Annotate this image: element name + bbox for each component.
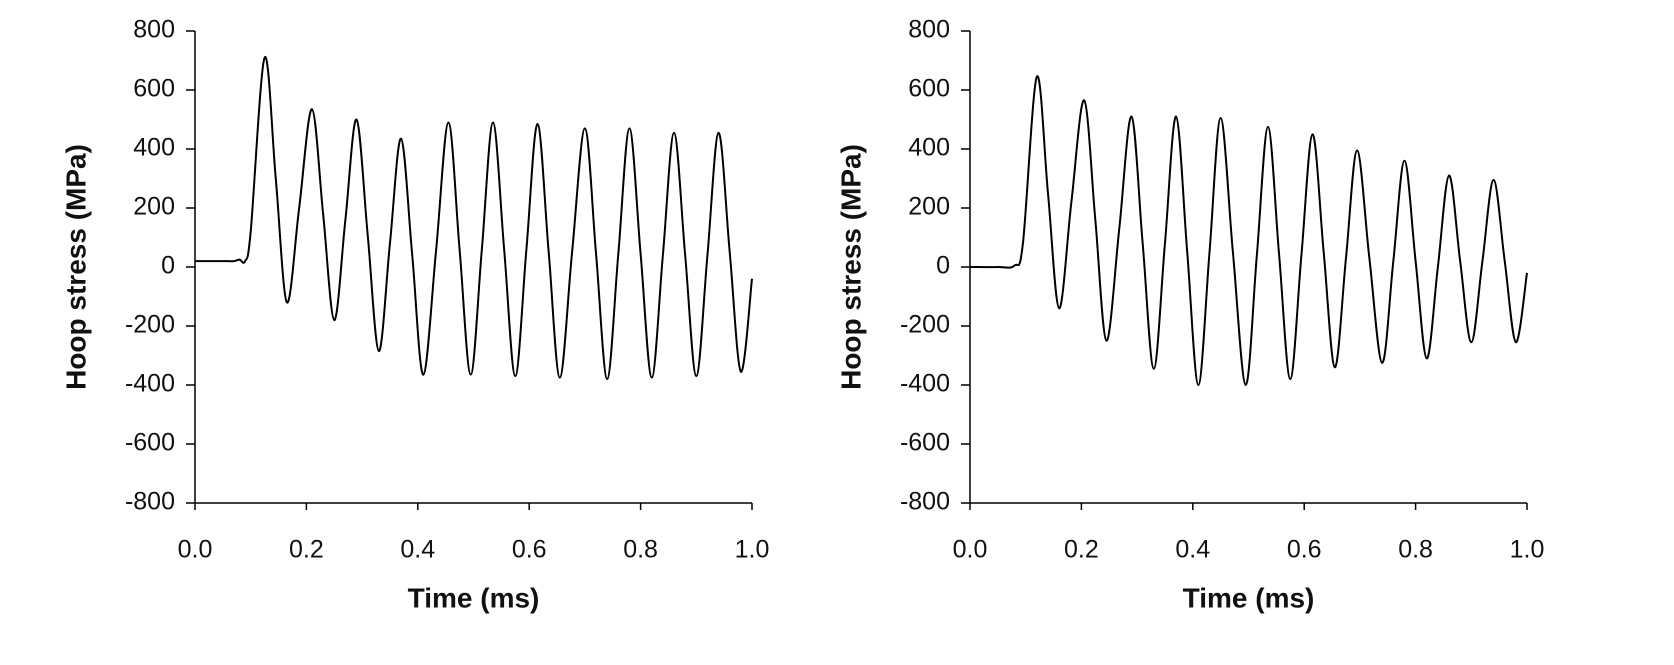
y-tick-label: 0 — [161, 252, 175, 280]
y-tick-label: -200 — [900, 311, 950, 339]
y-tick-label: 200 — [908, 193, 950, 221]
y-tick-label: 400 — [908, 134, 950, 162]
y-tick-label: 200 — [133, 193, 175, 221]
y-tick-label: 800 — [908, 16, 950, 44]
x-tick-label: 0.4 — [1175, 536, 1210, 564]
x-tick-label: 0.0 — [178, 536, 213, 564]
y-tick-label: 400 — [133, 134, 175, 162]
x-tick-label: 0.8 — [1398, 536, 1433, 564]
stress-line — [195, 56, 753, 381]
y-tick-label: -600 — [900, 429, 950, 457]
y-tick-label: 600 — [133, 75, 175, 103]
x-tick-label: 0.2 — [1064, 536, 1099, 564]
y-tick-label: -400 — [125, 370, 175, 398]
x-tick-label: 1.0 — [1510, 536, 1545, 564]
y-tick-label: -800 — [900, 488, 950, 516]
x-tick-label: 0.8 — [623, 536, 658, 564]
y-tick-label: -400 — [900, 370, 950, 398]
x-tick-label: 0.4 — [400, 536, 435, 564]
x-tick-label: 0.0 — [953, 536, 988, 564]
y-tick-label: 800 — [133, 16, 175, 44]
x-axis-title: Time (ms) — [1183, 582, 1315, 613]
y-tick-label: 0 — [936, 252, 950, 280]
x-tick-label: 0.6 — [512, 536, 547, 564]
y-tick-label: 600 — [908, 75, 950, 103]
x-axis-title: Time (ms) — [408, 582, 540, 613]
y-tick-label: -200 — [125, 311, 175, 339]
y-axis-title: Hoop stress (MPa) — [835, 144, 866, 390]
x-tick-label: 1.0 — [735, 536, 770, 564]
y-tick-label: -800 — [125, 488, 175, 516]
stress-line — [969, 75, 1528, 387]
x-tick-label: 0.2 — [289, 536, 324, 564]
y-tick-label: -600 — [125, 429, 175, 457]
x-tick-label: 0.6 — [1287, 536, 1322, 564]
y-axis-title: Hoop stress (MPa) — [60, 144, 91, 390]
